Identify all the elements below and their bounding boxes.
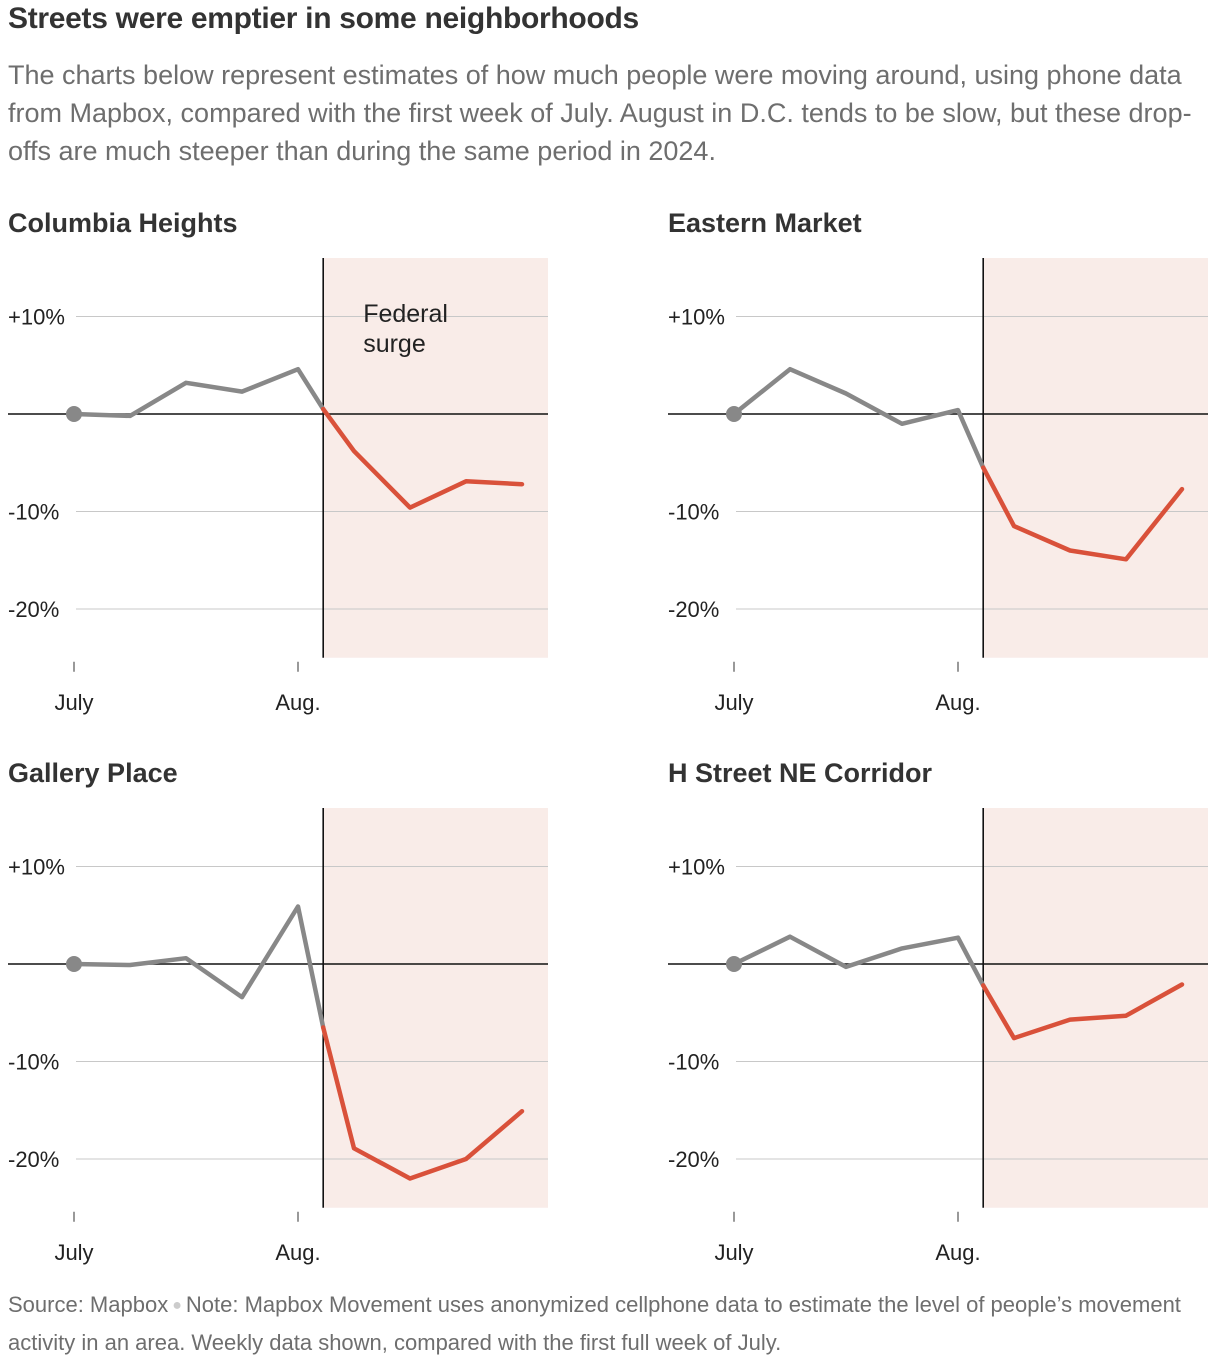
x-tick-label: Aug.	[275, 690, 320, 715]
chart-panel-eastern-market: Eastern Market +10% -10% -20% July Aug.	[668, 208, 1218, 718]
series-line-after-surge	[320, 1025, 525, 1181]
chart-title: Eastern Market	[668, 208, 862, 238]
y-tick-label: +10%	[8, 855, 65, 880]
source-text: Source: Mapbox	[8, 1292, 169, 1317]
x-tick-label: July	[714, 690, 753, 715]
chart-title: H Street NE Corridor	[668, 758, 933, 788]
line-chart-h-street-ne-corridor: +10% -10% -20% July Aug.	[668, 808, 1208, 1265]
line-chart-gallery-place: +10% -10% -20% July Aug.	[8, 808, 548, 1265]
series-start-point	[66, 956, 82, 972]
annotation-text: Federal	[363, 300, 448, 328]
y-tick-label: +10%	[668, 305, 725, 330]
surge-shade	[323, 808, 548, 1208]
y-tick-label: -10%	[8, 1050, 59, 1075]
x-tick-label: July	[54, 690, 93, 715]
chart-panel-columbia-heights: Columbia Heights +10% -10% -20% Federal surg…	[8, 208, 568, 718]
chart-title: Columbia Heights	[8, 208, 238, 238]
y-tick-label: +10%	[668, 855, 725, 880]
page-subtitle: The charts below represent estimates of …	[8, 60, 1192, 166]
x-tick-label: July	[714, 1240, 753, 1265]
y-tick-label: -20%	[668, 597, 719, 622]
line-chart-eastern-market: +10% -10% -20% July Aug.	[668, 258, 1208, 715]
y-tick-label: -20%	[8, 597, 59, 622]
x-tick-label: Aug.	[935, 690, 980, 715]
series-line-after-surge	[980, 465, 1185, 562]
x-tick-label: July	[54, 1240, 93, 1265]
y-tick-label: -10%	[8, 500, 59, 525]
series-line-before-surge	[731, 934, 986, 988]
chart-title: Gallery Place	[8, 758, 178, 788]
series-start-point	[726, 406, 742, 422]
series-line-after-surge	[320, 406, 525, 510]
annotation-text: surge	[363, 330, 426, 358]
series-start-point	[66, 406, 82, 422]
surge-shade	[983, 258, 1208, 658]
series-start-point	[726, 956, 742, 972]
chart-panel-gallery-place: Gallery Place +10% -10% -20% July Aug.	[8, 758, 568, 1268]
series-line-after-surge	[980, 982, 1185, 1041]
y-tick-label: -10%	[668, 500, 719, 525]
y-tick-label: +10%	[8, 305, 65, 330]
page-title: Streets were emptier in some neighborhoo…	[8, 2, 639, 35]
y-tick-label: -20%	[8, 1147, 59, 1172]
x-tick-label: Aug.	[935, 1240, 980, 1265]
x-tick-label: Aug.	[275, 1240, 320, 1265]
separator-dot: ●	[172, 1297, 182, 1314]
footer-note: Source: Mapbox ● Note: Mapbox Movement use…	[8, 1286, 1208, 1361]
y-tick-label: -20%	[668, 1147, 719, 1172]
note-text: Note: Mapbox Movement uses anonymized ce…	[8, 1292, 1181, 1355]
series-line-before-surge	[71, 366, 326, 419]
chart-panel-h-street-ne-corridor: H Street NE Corridor +10% -10% -20% July Aug…	[668, 758, 1218, 1268]
surge-shade	[983, 808, 1208, 1208]
series-line-before-surge	[731, 366, 986, 470]
y-tick-label: -10%	[668, 1050, 719, 1075]
series-line-before-surge	[71, 904, 326, 1030]
